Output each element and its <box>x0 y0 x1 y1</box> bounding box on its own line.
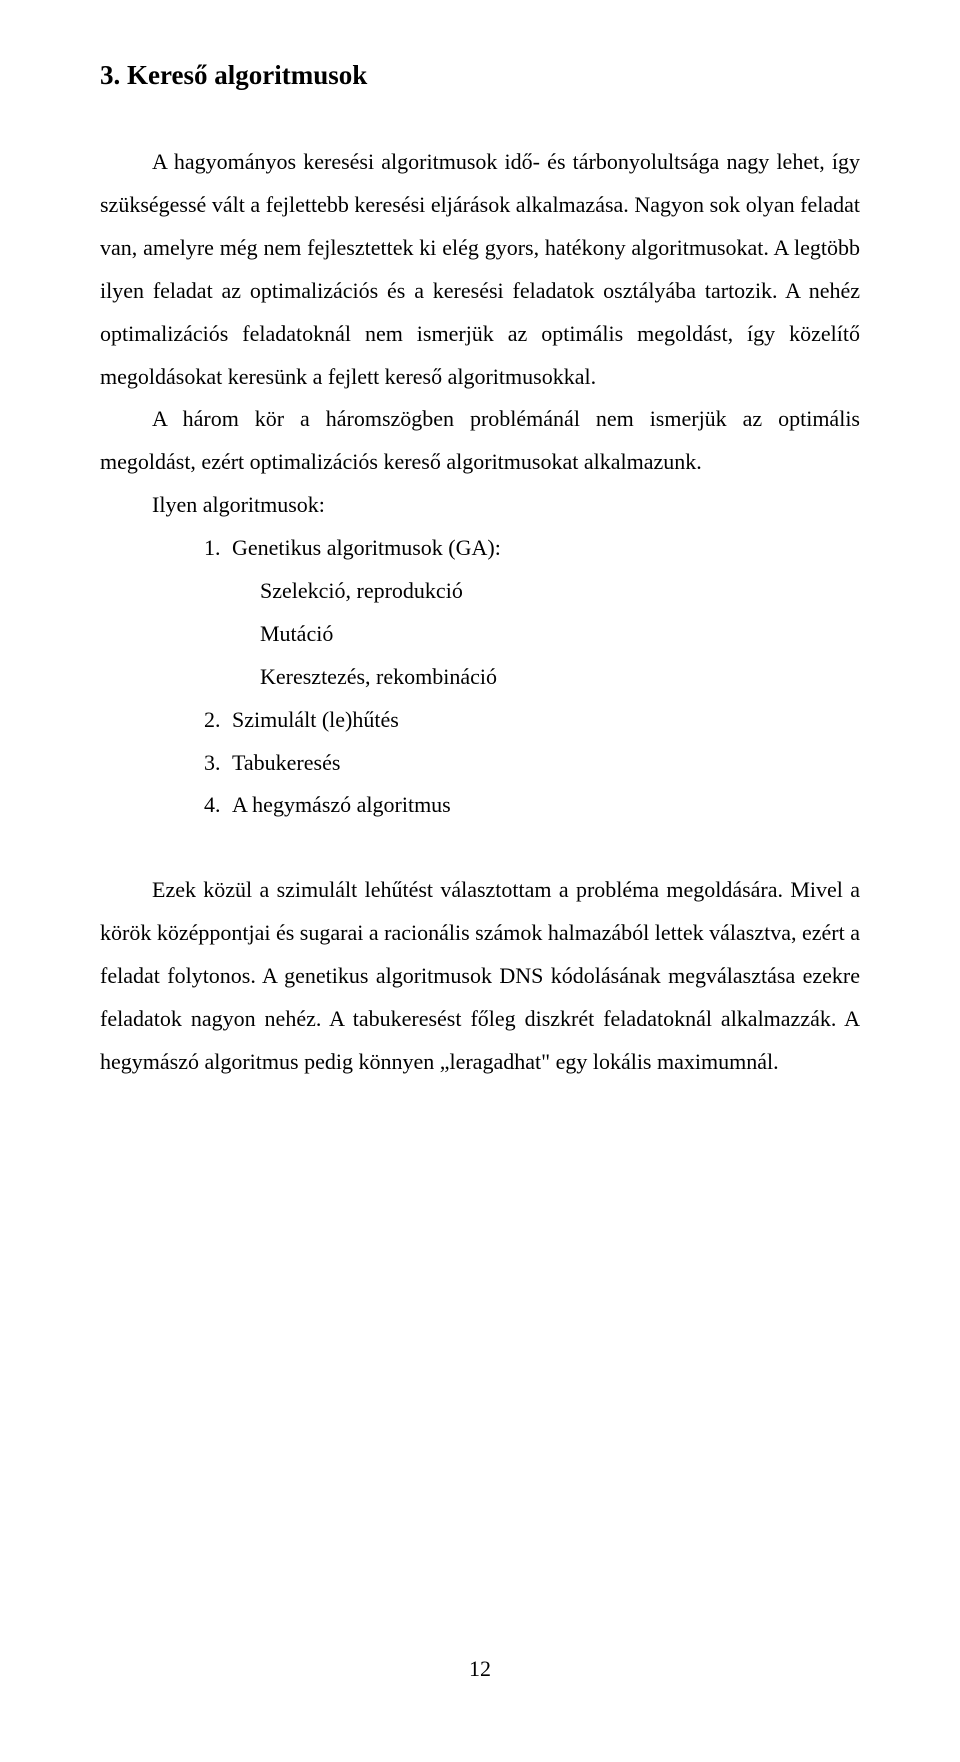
spacer <box>100 827 860 869</box>
list-item-4: 4. A hegymászó algoritmus <box>204 784 860 827</box>
sublist-item: Szelekció, reprodukció <box>260 570 860 613</box>
section-heading: 3. Kereső algoritmusok <box>100 58 860 93</box>
list-text: Genetikus algoritmusok (GA): <box>232 527 860 570</box>
list-text: Tabukeresés <box>232 742 860 785</box>
list-item-3: 3. Tabukeresés <box>204 742 860 785</box>
list-text: Szimulált (le)hűtés <box>232 699 860 742</box>
list-number: 2. <box>204 699 232 742</box>
sublist-item: Keresztezés, rekombináció <box>260 656 860 699</box>
list-number: 3. <box>204 742 232 785</box>
list-number: 4. <box>204 784 232 827</box>
list-intro: Ilyen algoritmusok: <box>100 484 860 527</box>
page-number: 12 <box>0 1656 960 1682</box>
list-number: 1. <box>204 527 232 570</box>
list-item-1: 1. Genetikus algoritmusok (GA): <box>204 527 860 570</box>
list-item-2: 2. Szimulált (le)hűtés <box>204 699 860 742</box>
document-page: 3. Kereső algoritmusok A hagyományos ker… <box>0 0 960 1762</box>
algorithm-list: 1. Genetikus algoritmusok (GA): <box>204 527 860 570</box>
paragraph-3: Ezek közül a szimulált lehűtést választo… <box>100 869 860 1083</box>
paragraph-2: A három kör a háromszögben problémánál n… <box>100 398 860 484</box>
sublist-item: Mutáció <box>260 613 860 656</box>
algorithm-list-cont: 2. Szimulált (le)hűtés 3. Tabukeresés 4.… <box>204 699 860 828</box>
sublist: Szelekció, reprodukció Mutáció Keresztez… <box>260 570 860 699</box>
list-text: A hegymászó algoritmus <box>232 784 860 827</box>
paragraph-1: A hagyományos keresési algoritmusok idő-… <box>100 141 860 398</box>
